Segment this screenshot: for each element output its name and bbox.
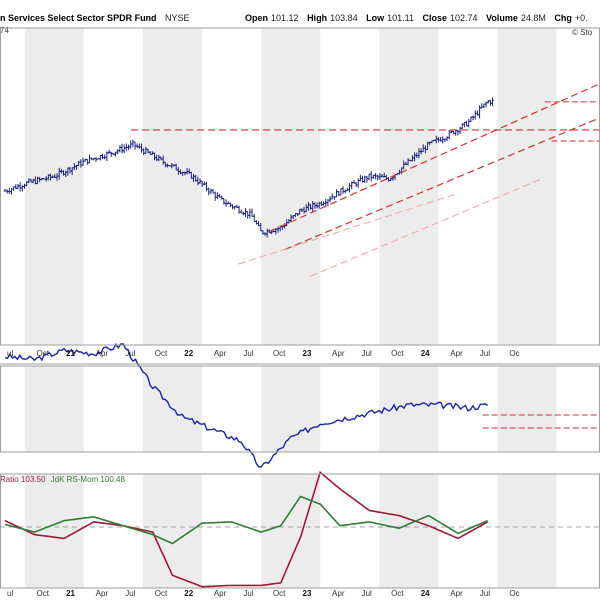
relative-strength-panel	[4, 342, 600, 468]
security-title: n Services Select Sector SPDR Fund NYSE	[0, 8, 190, 25]
x-tick-label: Jul	[362, 349, 372, 358]
x-tick-label: Oct	[273, 589, 286, 598]
period-shading	[24, 28, 557, 588]
shade-band	[261, 28, 321, 345]
shade-band	[24, 366, 84, 452]
shade-band	[497, 366, 557, 452]
x-tick-label: Apr	[96, 589, 109, 598]
x-tick-label: 23	[303, 589, 312, 598]
x-tick-label: Jul	[362, 589, 372, 598]
shade-band	[379, 28, 439, 345]
x-tick-label: Apr	[96, 349, 109, 358]
x-tick-label: Apr	[214, 589, 227, 598]
x-tick-label: Jul	[125, 349, 135, 358]
shade-band	[142, 474, 202, 588]
price-axis-fragment: 74	[0, 26, 9, 35]
x-tick-label: Oct	[155, 589, 168, 598]
x-tick-label: Oct	[155, 349, 168, 358]
x-tick-label: Oct	[391, 589, 404, 598]
x-tick-label: 22	[184, 349, 193, 358]
x-tick-label: 23	[303, 349, 312, 358]
x-tick-label: Oct	[391, 349, 404, 358]
x-tick-label: 21	[66, 349, 75, 358]
rrg-lines-panel: Ratio 103.50 JdK RS-Mom 100.48	[0, 471, 600, 588]
rs-momentum-line	[4, 495, 488, 545]
x-tick-label: ul	[7, 349, 13, 358]
rs-ratio-line	[4, 471, 489, 588]
price-panel	[3, 83, 600, 277]
channel-upper-line	[269, 83, 600, 232]
shade-band	[379, 474, 439, 588]
shade-band	[142, 28, 202, 345]
x-tick-label: Apr	[332, 349, 345, 358]
x-tick-label: Oc	[509, 589, 519, 598]
x-tick-label: Jul	[480, 589, 490, 598]
shade-band	[497, 474, 557, 588]
x-tick-label: Oct	[273, 349, 286, 358]
x-tick-label: 21	[66, 589, 75, 598]
shade-band	[379, 366, 439, 452]
channel-inner-line	[238, 192, 459, 265]
x-tick-label: 22	[184, 589, 193, 598]
x-tick-label: 24	[421, 589, 430, 598]
x-tick-label: Apr	[332, 589, 345, 598]
shade-band	[497, 28, 557, 345]
x-tick-label: Jul	[480, 349, 490, 358]
channel-lower-line	[284, 117, 600, 251]
channel-outer-line	[310, 178, 543, 277]
x-tick-label: Apr	[450, 349, 463, 358]
x-tick-label: Jul	[243, 349, 253, 358]
watermark-text: © Sto	[572, 28, 593, 37]
shade-band	[24, 474, 84, 588]
x-axis: ul ul Oct Oct 21 21 Apr Apr Jul Jul Oct Oct 22 22 Apr A…	[7, 349, 520, 598]
shade-band	[24, 28, 84, 345]
x-tick-label: Apr	[214, 349, 227, 358]
x-tick-label: Apr	[450, 589, 463, 598]
x-tick-label: Jul	[243, 589, 253, 598]
x-tick-label: Jul	[125, 589, 135, 598]
shade-band	[261, 474, 321, 588]
x-tick-label: Oc	[509, 349, 519, 358]
x-tick-label: Oct	[37, 349, 50, 358]
x-tick-label: Oct	[37, 589, 50, 598]
relative-strength-line	[4, 342, 488, 468]
rrg-legend: Ratio 103.50 JdK RS-Mom 100.48	[0, 475, 125, 484]
ohlc-readout: Open 101.12 High 103.84 Low 101.11 Close 102…	[245, 13, 588, 23]
shade-band	[261, 366, 321, 452]
header-row: n Services Select Sector SPDR Fund NYSE …	[0, 8, 593, 37]
x-tick-label: ul	[7, 589, 13, 598]
x-tick-label: 24	[421, 349, 430, 358]
